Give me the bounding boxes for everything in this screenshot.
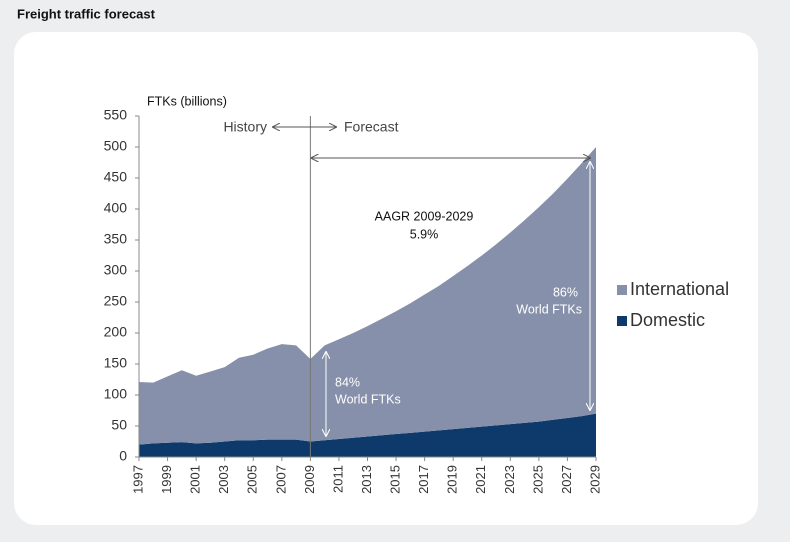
y-tick-label: 450 bbox=[104, 169, 128, 185]
area bbox=[139, 413, 596, 457]
x-tick-label: 2003 bbox=[216, 465, 231, 494]
annotation: 84% bbox=[335, 375, 360, 389]
x-tick-label: 2009 bbox=[302, 465, 317, 494]
y-tick-label: 150 bbox=[104, 355, 128, 371]
legend-label: International bbox=[630, 279, 729, 299]
y-tick-label: 300 bbox=[104, 262, 128, 278]
legend-swatch bbox=[617, 285, 627, 295]
y-tick-label: 550 bbox=[104, 107, 128, 123]
x-tick-label: 2021 bbox=[473, 465, 488, 494]
x-tick-label: 1999 bbox=[159, 465, 174, 494]
annotation: World FTKs bbox=[516, 302, 582, 316]
y-tick-label: 500 bbox=[104, 138, 128, 154]
x-tick-label: 2017 bbox=[416, 465, 431, 494]
x-tick-label: 2005 bbox=[245, 465, 260, 494]
x-tick-label: 2025 bbox=[530, 465, 545, 494]
y-axis-label: FTKs (billions) bbox=[147, 94, 227, 108]
x-tick-label: 1997 bbox=[130, 465, 145, 494]
x-tick-label: 2007 bbox=[273, 465, 288, 494]
y-tick-label: 50 bbox=[111, 417, 127, 433]
x-tick-label: 2027 bbox=[559, 465, 574, 494]
y-tick-label: 250 bbox=[104, 293, 128, 309]
y-tick-label: 350 bbox=[104, 231, 128, 247]
y-tick-label: 0 bbox=[119, 448, 127, 464]
annotation: History bbox=[223, 119, 267, 135]
annotation: Forecast bbox=[344, 119, 399, 135]
x-tick-label: 2001 bbox=[188, 465, 203, 494]
annotation: 5.9% bbox=[410, 227, 439, 241]
x-tick-label: 2029 bbox=[587, 465, 602, 494]
y-tick-label: 400 bbox=[104, 200, 128, 216]
legend-swatch bbox=[617, 316, 627, 326]
y-tick-label: 100 bbox=[104, 386, 128, 402]
page-title: Freight traffic forecast bbox=[17, 6, 156, 21]
area bbox=[139, 147, 596, 445]
x-tick-label: 2015 bbox=[388, 465, 403, 494]
legend-label: Domestic bbox=[630, 310, 705, 330]
x-tick-label: 2011 bbox=[330, 465, 345, 493]
annotation: AAGR 2009-2029 bbox=[375, 209, 474, 223]
annotation: World FTKs bbox=[335, 392, 401, 406]
x-tick-label: 2019 bbox=[445, 465, 460, 494]
annotation: 86% bbox=[553, 285, 578, 299]
x-tick-label: 2023 bbox=[502, 465, 517, 494]
y-tick-label: 200 bbox=[104, 324, 128, 340]
x-tick-label: 2013 bbox=[359, 465, 374, 494]
